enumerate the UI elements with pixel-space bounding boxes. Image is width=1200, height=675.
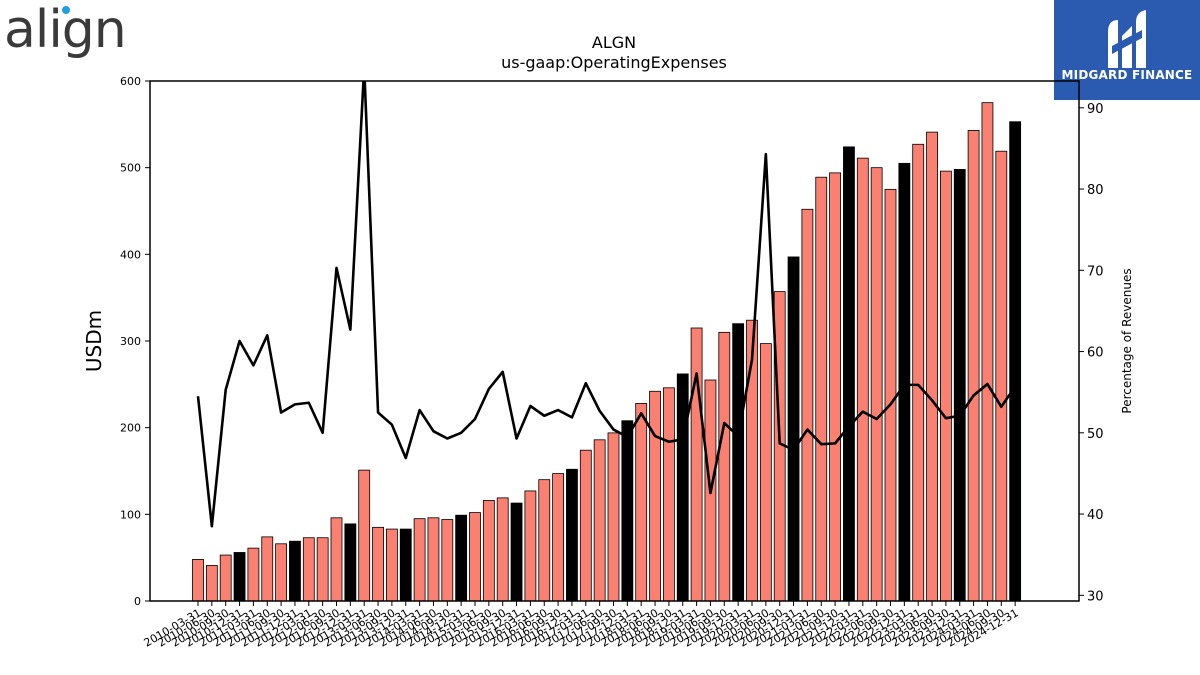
y-tick-label: 200 [120,422,141,435]
bar [330,517,343,602]
bar [372,526,384,602]
percentage-line [196,81,1017,528]
bar [607,432,620,602]
bar [732,323,745,602]
bar [593,439,606,602]
y-tick-label: 500 [120,162,141,175]
y-tick-label: 100 [120,508,141,521]
bar [441,519,454,602]
bar [275,543,288,602]
bar [815,176,828,602]
bar [953,168,966,602]
bar [427,517,440,602]
y-tick-label: 0 [134,595,141,608]
bar [870,167,883,602]
bar [524,490,537,602]
bar [233,552,246,602]
bar [496,497,509,602]
bar [940,170,952,602]
bar [1009,121,1022,602]
bar [219,554,232,602]
bar [399,528,412,602]
bar [912,143,925,602]
bar [289,540,301,602]
bar [469,512,481,602]
bar [482,500,495,602]
bar [995,150,1008,602]
bar [829,172,841,602]
bar [621,420,634,602]
bar [316,537,329,602]
y2-tick-label: 90 [1087,102,1104,117]
midgard-mark-icon [1108,10,1146,68]
bar [981,102,994,602]
bar [538,479,551,602]
bar [801,208,814,602]
bar [358,469,371,602]
bar [552,473,564,602]
midgard-logo-text: MIDGARD FINANCE [1061,68,1193,82]
bar [261,536,274,602]
y-axis-label: USDm [82,310,106,372]
chart-title: ALGN [592,33,636,52]
y2-tick-label: 30 [1087,589,1104,604]
align-logo-dot [62,6,70,14]
bar [566,468,578,602]
bar [856,157,869,602]
bar [192,559,204,602]
bar [718,331,731,602]
y-tick-label: 600 [120,75,141,88]
bar [676,373,689,602]
bar [843,146,855,602]
bar [344,523,357,602]
bar [385,528,398,602]
bar [510,502,523,602]
bar [967,129,980,602]
y2-tick-label: 40 [1087,508,1104,523]
y-tick-label: 400 [120,248,141,261]
align-logo: align [4,0,127,60]
bar [302,537,315,602]
plot-area: 0100200300400500600304050607080902010-03… [120,75,1104,650]
bar [247,547,260,602]
y-tick-label: 300 [120,335,141,348]
bar [579,449,592,602]
y2-axis-label: Percentage of Revenues [1120,268,1134,413]
bar [898,162,911,602]
y2-tick-label: 80 [1087,183,1104,198]
y2-tick-label: 60 [1087,346,1104,361]
y2-tick-label: 70 [1087,264,1104,279]
bar [884,188,897,602]
bar [690,327,703,602]
chart-subtitle: us-gaap:OperatingExpenses [501,53,727,72]
bar [413,518,426,602]
bar [455,514,468,602]
bar [635,402,648,602]
bar [649,390,661,602]
bar [205,565,218,602]
bar [759,343,772,602]
bar [663,387,675,602]
bar [926,131,938,602]
y2-tick-label: 50 [1087,427,1104,442]
bar [787,256,800,602]
